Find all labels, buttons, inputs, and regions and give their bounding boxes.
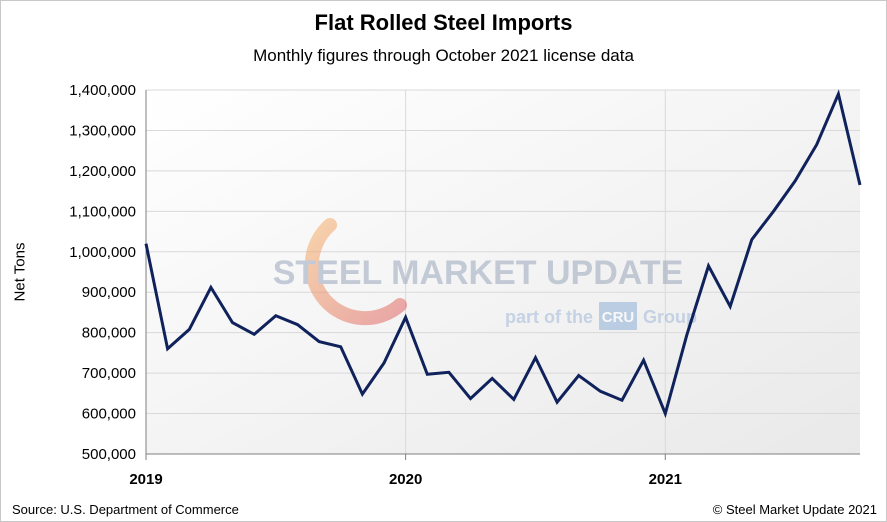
y-tick-label: 900,000	[82, 284, 136, 301]
cru-logo-box	[599, 302, 637, 330]
x-tick-label: 2021	[649, 471, 682, 488]
y-tick-label: 1,000,000	[69, 244, 136, 261]
watermark: STEEL MARKET UPDATE part of the CRU Grou…	[273, 218, 697, 330]
grid-lines	[146, 89, 860, 454]
x-tick-label: 2020	[389, 471, 422, 488]
chart-title: Flat Rolled Steel Imports	[314, 10, 573, 35]
watermark-ring	[304, 218, 407, 326]
y-tick-label: 1,100,000	[69, 203, 136, 220]
x-tick-label: 2019	[129, 471, 162, 488]
watermark-line2-prefix: part of the	[505, 307, 593, 327]
y-tick-label: 1,300,000	[69, 122, 136, 139]
y-tick-label: 700,000	[82, 365, 136, 382]
y-tick-label: 1,200,000	[69, 163, 136, 180]
axes: 500,000 600,000 700,000 800,000 900,000 1,000…	[69, 82, 860, 488]
watermark-line2-suffix: Group	[643, 307, 697, 327]
y-tick-label: 600,000	[82, 406, 136, 423]
series-line-imports	[144, 89, 862, 419]
chart-subtitle: Monthly figures through October 2021 lic…	[253, 46, 634, 65]
y-tick-label: 800,000	[82, 325, 136, 342]
copyright-note: © Steel Market Update 2021	[712, 502, 877, 517]
source-note: Source: U.S. Department of Commerce	[12, 502, 239, 517]
y-tick-label: 1,400,000	[69, 82, 136, 99]
cru-logo-text: CRU	[602, 309, 635, 326]
watermark-line1: STEEL MARKET UPDATE	[273, 254, 684, 292]
series-group	[144, 89, 862, 419]
y-tick-label: 500,000	[82, 446, 136, 463]
